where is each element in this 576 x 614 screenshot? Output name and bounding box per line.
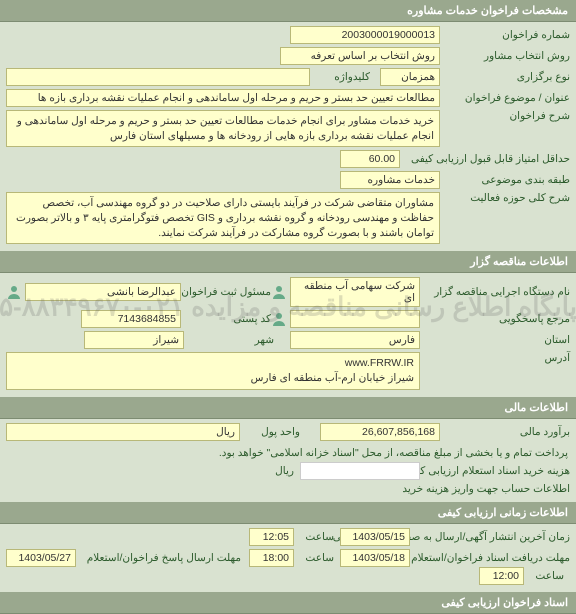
estimate-label: برآورد مالی xyxy=(440,426,570,438)
select-method-field: روش انتخاب بر اساس تعرفه xyxy=(280,47,440,65)
section-header-tender: مشخصات فراخوان خدمات مشاوره xyxy=(0,0,576,22)
org-field: شرکت سهامی آب منطقه ای xyxy=(290,277,420,307)
recv-time-field: 18:00 xyxy=(249,549,294,567)
recv-time-label: ساعت xyxy=(294,552,334,564)
postal-field: 7143684855 xyxy=(81,310,181,328)
section-header-timing: اطلاعات زمانی ارزیابی کیفی xyxy=(0,502,576,524)
doc-cost-label: هزینه خرید اسناد استعلام ارزیابی کیفی xyxy=(420,465,570,477)
unit-field: ریال xyxy=(6,423,240,441)
ref-label: مرجع پاسخگویی xyxy=(420,313,570,325)
section-header-org: اطلاعات مناقصه گزار xyxy=(0,251,576,273)
reply-time-label: ساعت xyxy=(524,570,564,582)
pub-label: زمان آخرین انتشار آگهی/ارسال به صفحه اعل… xyxy=(410,531,570,543)
activity-field: مشاوران متقاضی شرکت در فرآیند بایستی دار… xyxy=(6,192,440,244)
acc-label: اطلاعات حساب جهت واریز هزینه خرید xyxy=(420,483,570,495)
ref-field xyxy=(290,310,420,328)
keyword-field[interactable] xyxy=(6,68,310,86)
pub-time-field: 12:05 xyxy=(249,528,294,546)
reply-time-field: 12:00 xyxy=(479,567,524,585)
section-body-org: نام دستگاه اجرایی مناقصه گزار شرکت سهامی… xyxy=(0,273,576,396)
reply-label: مهلت ارسال پاسخ فراخوان/استعلام xyxy=(76,552,241,564)
select-method-label: روش انتخاب مشاور xyxy=(440,50,570,62)
resp-field: عبدالرضا بانشی xyxy=(25,283,181,301)
estimate-field: 26,607,856,168 xyxy=(320,423,440,441)
tender-no-field: 2003000019000013 xyxy=(290,26,440,44)
class-label: طبقه بندی موضوعی xyxy=(440,174,570,186)
subject-label: عنوان / موضوع فراخوان xyxy=(440,92,570,104)
addr-field: www.FRRW.IR شیراز خیابان ارم-آب منطقه ای… xyxy=(6,352,420,389)
user-icon xyxy=(6,284,22,300)
user-icon xyxy=(271,311,287,327)
reply-date-field: 1403/05/27 xyxy=(6,549,76,567)
section-header-finance: اطلاعات مالی xyxy=(0,397,576,419)
addr-label: آدرس xyxy=(420,352,570,364)
subject-field: مطالعات تعیین حد بستر و حریم و مرحله اول… xyxy=(6,89,440,107)
hold-type-field: همزمان xyxy=(380,68,440,86)
class-button[interactable]: خدمات مشاوره xyxy=(340,171,440,189)
tender-no-label: شماره فراخوان xyxy=(440,29,570,41)
min-score-field: 60.00 xyxy=(340,150,400,168)
user-icon xyxy=(271,284,287,300)
hold-type-label: نوع برگزاری xyxy=(440,71,570,83)
recv-label: مهلت دریافت اسناد فراخوان/استعلام xyxy=(410,552,570,564)
province-field: فارس xyxy=(290,331,420,349)
activity-label: شرح کلی حوزه فعالیت xyxy=(440,192,570,204)
unit-label: واحد پول xyxy=(240,426,300,438)
section-body-timing: زمان آخرین انتشار آگهی/ارسال به صفحه اعل… xyxy=(0,524,576,592)
pay-note: پرداخت تمام و یا بخشی از مبلغ مناقصه، از… xyxy=(6,444,570,462)
city-field: شیراز xyxy=(84,331,184,349)
section-body-tender: شماره فراخوان 2003000019000013 روش انتخا… xyxy=(0,22,576,251)
postal-label: کد پستی xyxy=(181,313,271,325)
desc-field: خرید خدمات مشاور برای انجام خدمات مطالعا… xyxy=(6,110,440,147)
pub-time-label: ساعت xyxy=(294,531,334,543)
recv-date-field: 1403/05/18 xyxy=(340,549,410,567)
doc-cost-unit: ریال xyxy=(271,465,294,477)
province-label: استان xyxy=(420,334,570,346)
min-score-label: حداقل امتیاز قابل قبول ارزیابی کیفی xyxy=(400,153,570,165)
section-header-docs: اسناد فراخوان ارزیابی کیفی xyxy=(0,592,576,614)
pub-date-field: 1403/05/15 xyxy=(340,528,410,546)
city-label: شهر xyxy=(184,334,274,346)
section-body-finance: برآورد مالی 26,607,856,168 واحد پول ریال… xyxy=(0,419,576,502)
keyword-label: کلیدواژه xyxy=(310,71,370,83)
desc-label: شرح فراخوان xyxy=(440,110,570,122)
org-label: نام دستگاه اجرایی مناقصه گزار xyxy=(420,286,570,298)
resp-label: مسئول ثبت فراخوان xyxy=(181,286,271,298)
doc-cost-field[interactable] xyxy=(300,462,420,480)
